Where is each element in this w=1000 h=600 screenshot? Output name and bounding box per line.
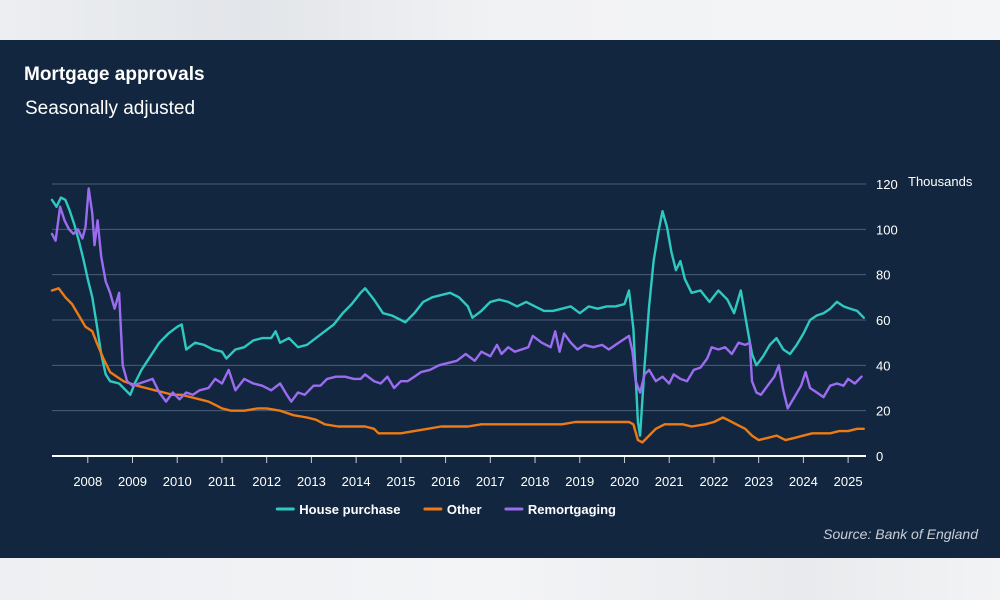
x-tick-label-2010: 2010 bbox=[163, 474, 192, 489]
series-line-remortgaging bbox=[50, 187, 863, 410]
legend-label-house-purchase: House purchase bbox=[299, 502, 400, 517]
source-note: Source: Bank of England bbox=[823, 526, 978, 542]
y-tick-label-80: 80 bbox=[876, 268, 890, 283]
x-tick-label-2017: 2017 bbox=[476, 474, 505, 489]
y-axis-unit-label: Thousands bbox=[908, 174, 973, 189]
y-tick-label-120: 120 bbox=[876, 177, 898, 192]
x-tick-label-2023: 2023 bbox=[744, 474, 773, 489]
chart-title: Mortgage approvals bbox=[24, 64, 205, 85]
legend-label-other: Other bbox=[447, 502, 482, 517]
chart-panel: Mortgage approvals Seasonally adjusted T… bbox=[0, 40, 1000, 558]
y-tick-label-100: 100 bbox=[876, 222, 898, 237]
series-line-house-purchase bbox=[50, 196, 865, 437]
x-tick-label-2009: 2009 bbox=[118, 474, 147, 489]
legend-label-remortgaging: Remortgaging bbox=[528, 502, 616, 517]
series-line-other bbox=[50, 287, 865, 444]
x-tick-label-2022: 2022 bbox=[699, 474, 728, 489]
y-tick-label-0: 0 bbox=[876, 449, 883, 464]
x-tick-label-2024: 2024 bbox=[789, 474, 818, 489]
y-tick-label-40: 40 bbox=[876, 358, 890, 373]
x-tick-label-2018: 2018 bbox=[521, 474, 550, 489]
x-tick-label-2012: 2012 bbox=[252, 474, 281, 489]
top-backdrop-strip bbox=[0, 0, 1000, 40]
x-tick-label-2019: 2019 bbox=[565, 474, 594, 489]
y-tick-label-60: 60 bbox=[876, 313, 890, 328]
x-tick-label-2015: 2015 bbox=[386, 474, 415, 489]
x-tick-label-2020: 2020 bbox=[610, 474, 639, 489]
y-tick-label-20: 20 bbox=[876, 404, 890, 419]
x-tick-label-2011: 2011 bbox=[208, 474, 236, 489]
x-tick-label-2014: 2014 bbox=[342, 474, 371, 489]
x-tick-label-2016: 2016 bbox=[431, 474, 460, 489]
x-tick-label-2025: 2025 bbox=[834, 474, 863, 489]
x-tick-label-2008: 2008 bbox=[73, 474, 102, 489]
x-tick-label-2013: 2013 bbox=[297, 474, 326, 489]
x-tick-label-2021: 2021 bbox=[655, 474, 684, 489]
mortgage-approvals-chart: 0 20 40 60 80 100 120 2008 2009 2010 2011 2012 2013 2… bbox=[50, 177, 898, 517]
bottom-backdrop-strip bbox=[0, 558, 1000, 600]
chart-subtitle: Seasonally adjusted bbox=[25, 98, 196, 119]
